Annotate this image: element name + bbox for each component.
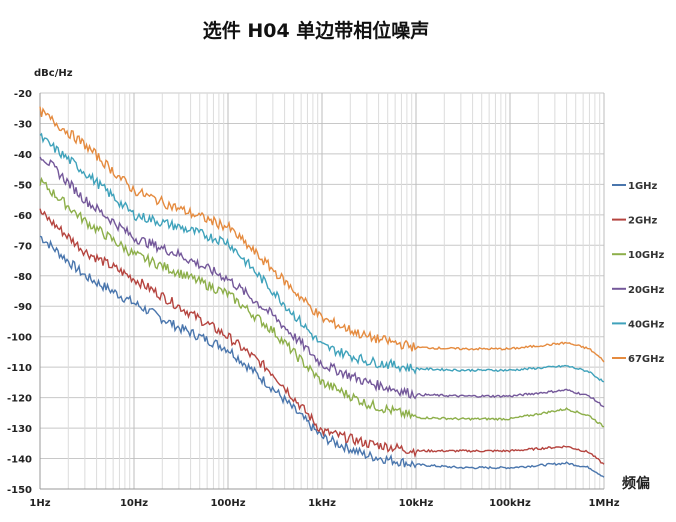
series-line-40ghz (39, 132, 605, 383)
x-tick-label: 1Hz (29, 498, 50, 509)
series-line-20ghz (39, 156, 605, 408)
x-tick-label: 1kHz (308, 498, 336, 509)
chart-title: 选件 H04 单边带相位噪声 (202, 20, 430, 42)
legend-label: 67GHz (628, 354, 664, 365)
legend-label: 1GHz (628, 181, 658, 192)
y-tick-label: -50 (14, 180, 32, 191)
series-line-2ghz (39, 208, 605, 465)
y-tick-label: -100 (7, 333, 32, 344)
y-tick-label: -150 (7, 485, 32, 496)
x-tick-label: 1MHz (588, 498, 619, 509)
y-axis-label: dBc/Hz (34, 68, 73, 79)
y-tick-label: -140 (7, 455, 32, 466)
y-tick-label: -120 (7, 394, 32, 405)
y-tick-label: -70 (14, 241, 32, 252)
x-tick-label: 10Hz (120, 498, 148, 509)
y-tick-label: -110 (7, 363, 32, 374)
y-tick-label: -90 (14, 302, 32, 313)
legend-label: 10GHz (628, 250, 664, 261)
y-tick-label: -80 (14, 272, 32, 283)
x-axis-label: 频偏 (622, 476, 650, 492)
y-tick-label: -130 (7, 424, 32, 435)
series-line-67ghz (39, 106, 605, 363)
y-tick-label: -40 (14, 150, 32, 161)
y-tick-label: -60 (14, 211, 32, 222)
series-line-1ghz (39, 235, 605, 478)
x-tick-label: 100kHz (489, 498, 531, 509)
legend-label: 20GHz (628, 285, 664, 296)
x-tick-label: 10kHz (399, 498, 434, 509)
legend-label: 40GHz (628, 319, 664, 330)
series-line-10ghz (39, 176, 605, 428)
y-tick-label: -20 (14, 89, 32, 100)
legend-label: 2GHz (628, 216, 658, 227)
y-tick-label: -30 (14, 119, 32, 130)
x-tick-label: 100Hz (210, 498, 245, 509)
